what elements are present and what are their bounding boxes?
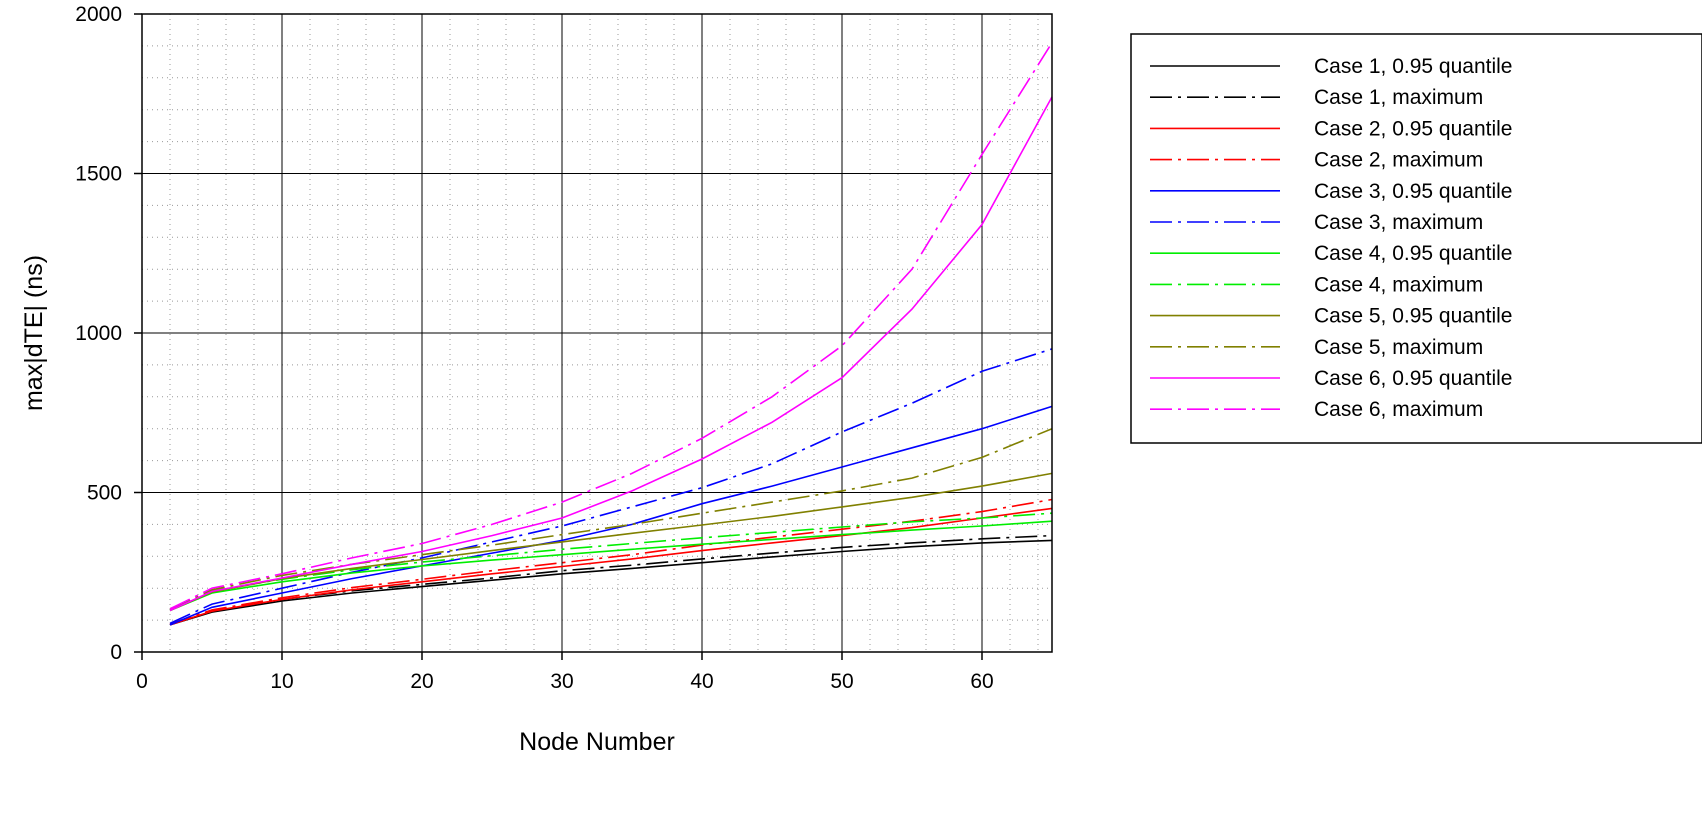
series-line-10 — [169, 427, 1053, 610]
y-tick-label: 1000 — [75, 322, 122, 345]
series-line-1 — [169, 539, 1053, 626]
x-tick-label: 50 — [830, 670, 853, 693]
x-tick-label: 10 — [270, 670, 293, 693]
legend-box — [1130, 33, 1702, 444]
y-tick-label: 2000 — [75, 3, 122, 26]
series-layer — [169, 42, 1053, 626]
x-axis-title: Node Number — [519, 728, 675, 756]
series-line-11 — [169, 96, 1053, 612]
y-tick-label: 0 — [110, 641, 122, 664]
minor-grid — [142, 14, 1052, 652]
legend-label-11: Case 6, 0.95 quantile — [1314, 367, 1512, 390]
legend: Case 1, 0.95 quantile Case 1, maximum Case… — [1130, 33, 1702, 444]
y-tick-label: 500 — [87, 482, 122, 505]
legend-label-12: Case 6, maximum — [1314, 398, 1483, 421]
legend-label-9: Case 5, 0.95 quantile — [1314, 305, 1512, 328]
legend-label-4: Case 2, maximum — [1314, 149, 1483, 172]
legend-label-3: Case 2, 0.95 quantile — [1314, 117, 1512, 140]
y-tick-label: 1500 — [75, 163, 122, 186]
major-grid — [142, 14, 1052, 652]
x-tick-label: 60 — [970, 670, 993, 693]
series-line-4 — [169, 498, 1053, 625]
legend-label-6: Case 3, maximum — [1314, 211, 1483, 234]
series-line-9 — [169, 472, 1053, 612]
legend-label-1: Case 1, 0.95 quantile — [1314, 55, 1512, 78]
x-tick-label: 30 — [550, 670, 573, 693]
legend-label-8: Case 4, maximum — [1314, 273, 1483, 296]
series-line-7 — [169, 520, 1053, 612]
legend-label-2: Case 1, maximum — [1314, 86, 1483, 109]
x-tick-label: 40 — [690, 670, 713, 693]
series-line-5 — [169, 405, 1053, 626]
legend-label-7: Case 4, 0.95 quantile — [1314, 242, 1512, 265]
x-tick-label: 0 — [136, 670, 148, 693]
series-line-12 — [169, 42, 1053, 610]
x-axis-ticks: 0 10 20 30 40 50 60 — [136, 652, 994, 693]
y-axis-title: max|dTE| (ns) — [20, 255, 48, 411]
x-tick-label: 20 — [410, 670, 433, 693]
series-line-6 — [169, 348, 1053, 625]
y-axis-ticks: 0 500 1000 1500 2000 — [75, 3, 142, 664]
series-line-3 — [169, 507, 1053, 626]
legend-label-10: Case 5, maximum — [1314, 336, 1483, 359]
legend-label-5: Case 3, 0.95 quantile — [1314, 180, 1512, 203]
